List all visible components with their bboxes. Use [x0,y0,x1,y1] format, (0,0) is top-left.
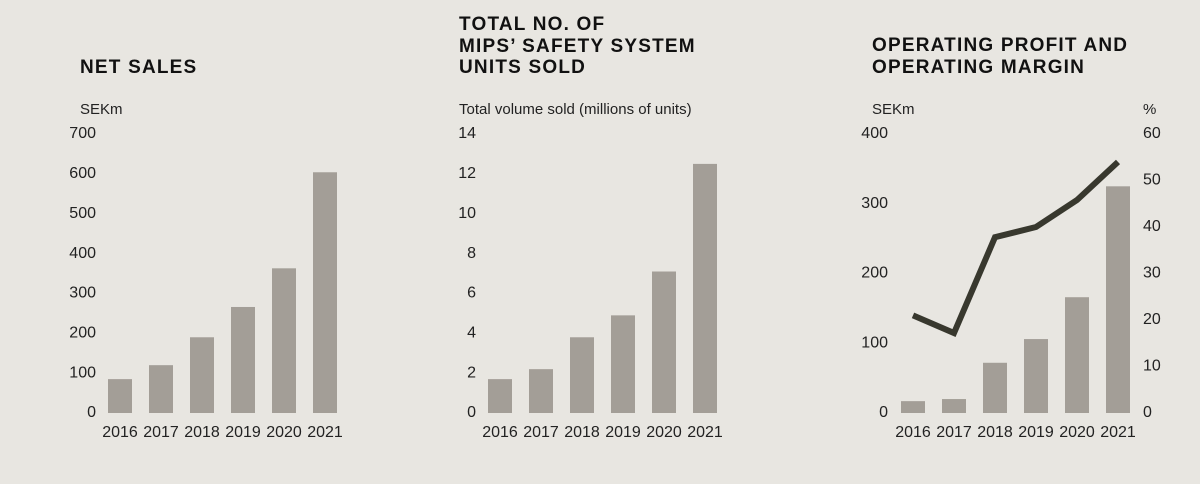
bar [231,306,255,413]
x-tick-label: 2020 [646,424,682,441]
x-tick-label: 2020 [266,424,302,441]
x-tick-label: 2021 [1100,424,1136,441]
bar [901,401,925,413]
bar [108,379,132,413]
line [911,159,1121,337]
chart-title: OPERATING PROFIT AND [872,35,1128,56]
y-tick-label: 200 [861,265,888,282]
bar [693,163,717,413]
chart-title: NET SALES [80,57,197,78]
x-tick-label: 2019 [1018,424,1054,441]
x-tick-label: 2016 [482,424,518,441]
x-tick-label: 2016 [895,424,931,441]
y-tick-label: 14 [458,125,476,142]
bar [488,379,512,413]
y-tick-label: 300 [861,195,888,212]
y-tick-label: 600 [69,165,96,182]
y2-tick-label: 0 [1143,404,1152,421]
bar [1106,186,1130,413]
x-tick-label: 2021 [307,424,343,441]
chart-title: MIPS’ SAFETY SYSTEM [459,36,696,57]
x-tick-label: 2018 [184,424,220,441]
bar [611,315,635,413]
x-tick-label: 2019 [225,424,261,441]
y2-axis-label: % [1143,101,1156,118]
y2-tick-label: 10 [1143,358,1161,375]
bar [570,337,594,413]
y2-tick-label: 20 [1143,311,1161,328]
y2-tick-label: 60 [1143,125,1161,142]
y-axis-label: SEKm [872,101,915,118]
chart-title: TOTAL NO. OF [459,14,605,35]
y2-tick-label: 50 [1143,172,1161,189]
bar [983,362,1007,413]
chart-title: OPERATING MARGIN [872,57,1085,78]
y2-tick-label: 30 [1143,265,1161,282]
y-tick-label: 10 [458,205,476,222]
bar [313,172,337,413]
bar [1065,297,1089,413]
y-tick-label: 100 [69,364,96,381]
y-tick-label: 2 [467,364,476,381]
y-axis-label: SEKm [80,101,123,118]
x-tick-label: 2019 [605,424,641,441]
x-tick-label: 2017 [936,424,972,441]
y-tick-label: 200 [69,325,96,342]
y-tick-label: 0 [879,404,888,421]
bar [1024,339,1048,413]
bar [272,268,296,413]
y-tick-label: 12 [458,165,476,182]
y-axis-label: Total volume sold (millions of units) [459,101,692,118]
y2-tick-label: 40 [1143,218,1161,235]
y-tick-label: 300 [69,285,96,302]
x-tick-label: 2017 [523,424,559,441]
bar [149,365,173,413]
y-tick-label: 6 [467,285,476,302]
y-tick-label: 0 [467,404,476,421]
y-tick-label: 700 [69,125,96,142]
x-tick-label: 2018 [977,424,1013,441]
bar [652,271,676,413]
x-tick-label: 2018 [564,424,600,441]
x-tick-label: 2016 [102,424,138,441]
y-tick-label: 500 [69,205,96,222]
x-tick-label: 2020 [1059,424,1095,441]
bar [190,337,214,413]
y-tick-label: 400 [861,125,888,142]
y-tick-label: 400 [69,245,96,262]
bar [529,369,553,413]
chart-title: UNITS SOLD [459,57,586,78]
y-tick-label: 4 [467,325,476,342]
y-tick-label: 0 [87,404,96,421]
x-tick-label: 2021 [687,424,723,441]
y-tick-label: 8 [467,245,476,262]
bar [942,399,966,413]
x-tick-label: 2017 [143,424,179,441]
y-tick-label: 100 [861,334,888,351]
